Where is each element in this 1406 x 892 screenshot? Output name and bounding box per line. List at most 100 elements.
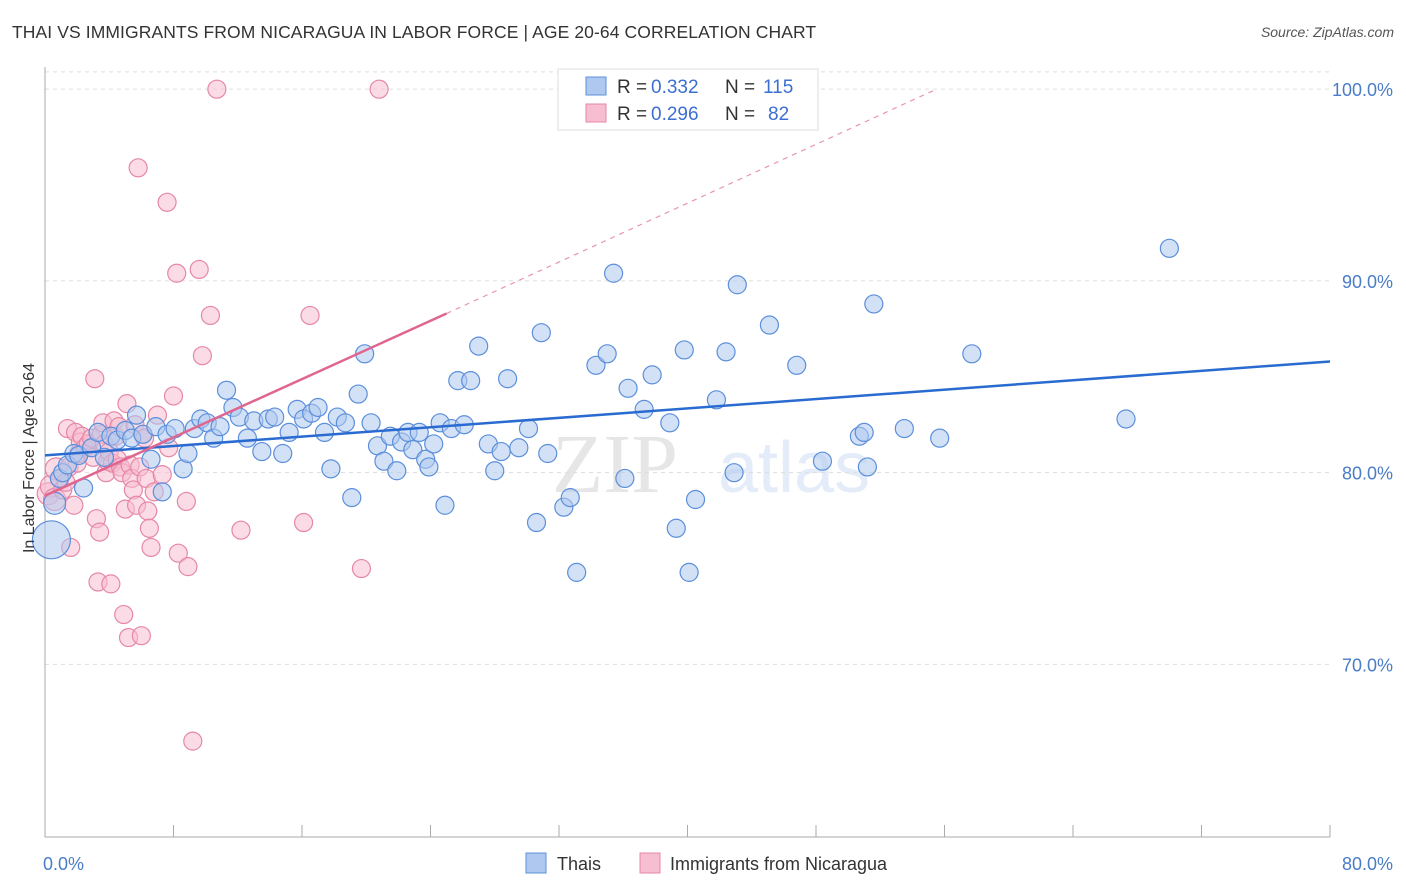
nicaragua-point bbox=[176, 491, 196, 512]
thais-point bbox=[308, 397, 328, 418]
y-tick-label: 90.0% bbox=[1342, 272, 1393, 292]
stats-r-label-thais: R = bbox=[617, 77, 647, 98]
stats-r-value-thais: 0.332 bbox=[651, 77, 699, 98]
thais-point bbox=[374, 451, 394, 471]
thais-point bbox=[152, 482, 172, 502]
thais-point bbox=[1159, 238, 1179, 258]
nicaragua-point bbox=[192, 346, 213, 366]
thais-point bbox=[660, 413, 680, 433]
stats-n-value-thais: 115 bbox=[763, 77, 793, 98]
thais-point bbox=[237, 428, 257, 448]
watermark-atlas: atlas bbox=[718, 428, 870, 508]
thais-point bbox=[178, 443, 198, 464]
thais-point bbox=[930, 428, 950, 448]
nicaragua-point bbox=[200, 305, 221, 326]
stats-n-label-thais: N = bbox=[725, 77, 755, 98]
stats-legend-swatch-thais bbox=[585, 76, 607, 96]
thais-point bbox=[31, 520, 72, 560]
stats-legend-swatch-nicaragua bbox=[585, 103, 607, 123]
nicaragua-point bbox=[207, 79, 227, 99]
thais-point bbox=[210, 417, 230, 437]
nicaragua-trend-line bbox=[44, 312, 448, 497]
thais-point bbox=[724, 463, 744, 483]
series-legend: Thais Immigrants from Nicaragua bbox=[525, 852, 888, 874]
thais-point bbox=[857, 457, 878, 477]
thais-point bbox=[894, 418, 914, 439]
nicaragua-point bbox=[167, 263, 187, 283]
nicaragua-point bbox=[369, 79, 389, 99]
stats-legend: R = 0.332 N = 115 R = 0.296 N = 82 bbox=[557, 68, 819, 131]
nicaragua-point bbox=[163, 386, 184, 406]
thais-point bbox=[1116, 409, 1136, 429]
thais-point bbox=[435, 495, 455, 515]
stats-r-value-nicaragua: 0.296 bbox=[651, 104, 699, 125]
nicaragua-point bbox=[131, 626, 151, 646]
stats-r-label-nicaragua: R = bbox=[617, 104, 647, 125]
thais-point bbox=[461, 371, 481, 391]
legend-swatch-nicaragua bbox=[639, 852, 661, 874]
thais-point bbox=[618, 378, 638, 398]
nicaragua-point bbox=[114, 604, 134, 625]
thais-point bbox=[759, 315, 780, 335]
nicaragua-point bbox=[128, 158, 148, 178]
source-credit: Source: ZipAtlas.com bbox=[1260, 24, 1394, 40]
axes bbox=[44, 67, 1331, 838]
legend-label-thais: Thais bbox=[557, 854, 601, 874]
thais-point bbox=[538, 443, 558, 464]
nicaragua-point bbox=[189, 259, 209, 280]
thais-point bbox=[321, 459, 341, 479]
thais-point bbox=[642, 365, 662, 385]
x-tick-label-min: 0.0% bbox=[43, 854, 84, 874]
thais-point bbox=[812, 451, 833, 471]
y-tick-label: 80.0% bbox=[1342, 464, 1393, 484]
nicaragua-point bbox=[168, 543, 188, 563]
thais-point bbox=[531, 323, 551, 343]
thais-point bbox=[685, 489, 706, 510]
thais-point bbox=[567, 562, 587, 582]
thais-point bbox=[485, 461, 505, 481]
thais-point bbox=[716, 342, 736, 362]
thais-point bbox=[348, 384, 368, 404]
thais-point bbox=[962, 344, 982, 364]
nicaragua-point bbox=[141, 537, 161, 558]
x-tick-labels: 0.0% 80.0% bbox=[43, 854, 1393, 874]
stats-n-label-nicaragua: N = bbox=[725, 104, 755, 125]
thais-point bbox=[615, 468, 635, 489]
thais-point bbox=[586, 355, 606, 375]
thais-point bbox=[604, 263, 624, 283]
thais-point bbox=[387, 461, 407, 481]
thais-point bbox=[94, 447, 115, 467]
thais-point bbox=[314, 422, 335, 443]
thais-point bbox=[787, 355, 807, 375]
nicaragua-point bbox=[157, 192, 177, 212]
x-tick-label-max: 80.0% bbox=[1342, 854, 1393, 874]
thais-point bbox=[634, 399, 654, 419]
nicaragua-point bbox=[152, 464, 172, 485]
series-thais bbox=[31, 238, 1179, 582]
thais-trend-line bbox=[44, 360, 1331, 457]
nicaragua-point bbox=[101, 574, 121, 594]
thais-point bbox=[864, 294, 884, 314]
thais-point bbox=[679, 562, 699, 582]
thais-point bbox=[361, 413, 381, 433]
thais-point bbox=[674, 340, 694, 360]
thais-point bbox=[666, 518, 686, 538]
thais-point bbox=[424, 434, 444, 454]
nicaragua-point bbox=[183, 731, 203, 751]
trend-lines bbox=[44, 88, 1331, 497]
legend-swatch-thais bbox=[525, 852, 547, 874]
chart-title: THAI VS IMMIGRANTS FROM NICARAGUA IN LAB… bbox=[12, 22, 817, 42]
thais-point bbox=[727, 275, 747, 295]
thais-point bbox=[597, 344, 617, 364]
y-tick-label: 100.0% bbox=[1332, 80, 1393, 100]
thais-point bbox=[491, 441, 511, 462]
thais-point bbox=[265, 407, 285, 427]
nicaragua-point bbox=[64, 495, 84, 515]
stats-n-value-nicaragua: 82 bbox=[768, 104, 789, 125]
thais-point bbox=[469, 336, 489, 356]
thais-point bbox=[273, 443, 293, 464]
thais-point bbox=[560, 488, 580, 508]
thais-point bbox=[335, 413, 355, 433]
thais-point bbox=[409, 422, 429, 443]
